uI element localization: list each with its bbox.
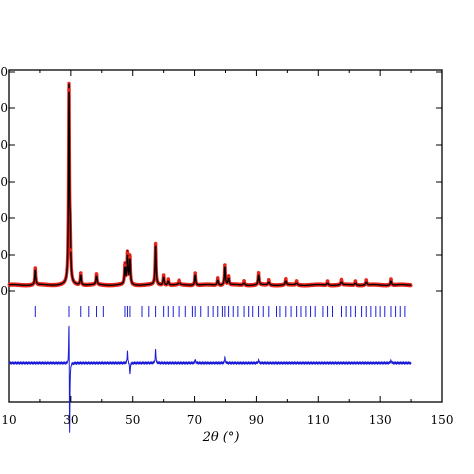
series-layer bbox=[7, 81, 413, 433]
y-tick-label: 00 bbox=[0, 101, 8, 115]
observed-peak-point bbox=[78, 271, 83, 275]
observed-peak-point bbox=[215, 276, 220, 280]
x-axis-title: 2θ (°) bbox=[202, 430, 240, 445]
observed-peak-point bbox=[68, 248, 73, 252]
observed-peak-point bbox=[128, 255, 132, 259]
observed-peak-point bbox=[364, 278, 369, 282]
calculated-series bbox=[8, 83, 412, 287]
y-tick-label: 0 bbox=[0, 284, 8, 298]
observed-peak-point bbox=[94, 272, 99, 276]
observed-peak-point bbox=[294, 279, 299, 283]
y-tick-label: 00 bbox=[0, 138, 8, 152]
observed-peak-point bbox=[226, 274, 231, 278]
observed-peak-point bbox=[153, 242, 158, 246]
difference-series bbox=[8, 325, 412, 433]
x-tick-label: 50 bbox=[125, 413, 140, 427]
observed-peak-point bbox=[242, 279, 246, 283]
observed-peak-point bbox=[284, 277, 288, 281]
observed-peak-point bbox=[353, 279, 358, 283]
x-tick-label: 130 bbox=[369, 413, 392, 427]
observed-peak-point bbox=[256, 271, 261, 275]
observed-peak-point bbox=[125, 251, 130, 255]
y-tick-label: 00 bbox=[0, 211, 8, 225]
y-tick-label: 00 bbox=[0, 65, 8, 79]
observed-peak-point bbox=[223, 263, 227, 267]
observed-peak-point bbox=[123, 263, 127, 267]
x-tick-label: 10 bbox=[1, 413, 16, 427]
plot-frame bbox=[8, 69, 443, 403]
x-tick-label: 110 bbox=[307, 413, 330, 427]
observed-peak-point bbox=[389, 277, 393, 281]
y-tick-label: 00 bbox=[0, 248, 8, 262]
observed-peak-point bbox=[267, 278, 271, 282]
axes-frame bbox=[8, 69, 443, 403]
x-tick-label: 90 bbox=[249, 413, 264, 427]
observed-peak-point bbox=[33, 266, 38, 270]
observed-peak-point bbox=[161, 273, 166, 277]
x-tick-label: 30 bbox=[63, 413, 78, 427]
x-tick-label: 150 bbox=[431, 413, 454, 427]
observed-peak-point bbox=[166, 277, 171, 281]
observed-peak-point bbox=[325, 279, 330, 283]
observed-peak-point bbox=[177, 279, 181, 283]
observed-peak-point bbox=[67, 88, 71, 92]
y-tick-label: 00 bbox=[0, 175, 8, 189]
observed-peak-point bbox=[193, 271, 197, 275]
tick-labels: 10305070901101301500000000000000 bbox=[0, 65, 453, 427]
x-tick-label: 70 bbox=[187, 413, 202, 427]
observed-peak-point bbox=[339, 278, 344, 282]
